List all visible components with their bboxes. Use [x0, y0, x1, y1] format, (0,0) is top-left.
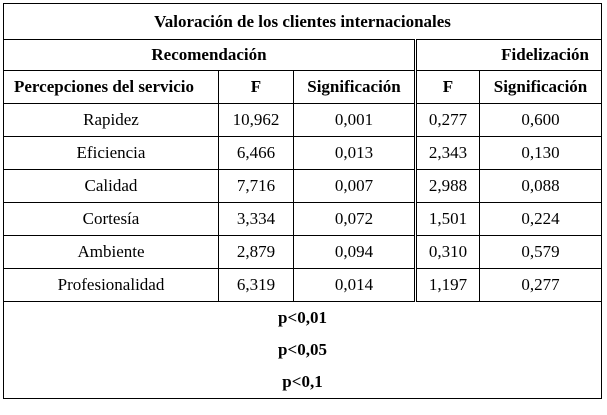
cell-f-fidelizacion: 1,197 — [414, 268, 480, 302]
group-header-row: Recomendación Fidelización — [3, 39, 602, 71]
cell-significacion-recomendacion: 0,007 — [293, 169, 416, 203]
cell-f-fidelizacion: 2,343 — [414, 136, 480, 170]
cell-f-recomendacion: 10,962 — [218, 103, 294, 137]
row-label: Calidad — [3, 169, 219, 203]
table-row: Calidad 7,716 0,007 2,988 0,088 — [3, 169, 602, 203]
cell-significacion-fidelizacion: 0,600 — [479, 103, 602, 137]
cell-f-fidelizacion: 1,501 — [414, 202, 480, 236]
cell-significacion-recomendacion: 0,013 — [293, 136, 416, 170]
column-header-row: Percepciones del servicio F Significació… — [3, 70, 602, 104]
cell-significacion-fidelizacion: 0,130 — [479, 136, 602, 170]
row-label: Rapidez — [3, 103, 219, 137]
table-title: Valoración de los clientes internacional… — [3, 3, 602, 40]
column-header-significacion-fidelizacion: Significación — [479, 70, 602, 104]
table-row: Cortesía 3,334 0,072 1,501 0,224 — [3, 202, 602, 236]
row-label: Ambiente — [3, 235, 219, 269]
cell-f-recomendacion: 7,716 — [218, 169, 294, 203]
footnote-significance-01: p<0,1 — [282, 372, 323, 391]
cell-f-recomendacion: 6,466 — [218, 136, 294, 170]
table-row: Profesionalidad 6,319 0,014 1,197 0,277 — [3, 268, 602, 302]
cell-significacion-recomendacion: 0,014 — [293, 268, 416, 302]
results-table: Valoración de los clientes internacional… — [3, 3, 602, 399]
title-row: Valoración de los clientes internacional… — [3, 3, 602, 40]
footnote-row: p<0,01 p<0,05 p<0,1 — [3, 301, 602, 399]
cell-significacion-fidelizacion: 0,224 — [479, 202, 602, 236]
cell-f-fidelizacion: 2,988 — [414, 169, 480, 203]
table-row: Eficiencia 6,466 0,013 2,343 0,130 — [3, 136, 602, 170]
table-row: Ambiente 2,879 0,094 0,310 0,579 — [3, 235, 602, 269]
column-header-f-fidelizacion: F — [414, 70, 480, 104]
footnote-significance-001: p<0,01 — [278, 308, 327, 327]
footnote-significance-005: p<0,05 — [278, 340, 327, 359]
table-row: Rapidez 10,962 0,001 0,277 0,600 — [3, 103, 602, 137]
column-header-percepciones: Percepciones del servicio — [3, 70, 219, 104]
column-header-significacion-recomendacion: Significación — [293, 70, 416, 104]
cell-f-recomendacion: 6,319 — [218, 268, 294, 302]
row-label: Cortesía — [3, 202, 219, 236]
column-header-f-recomendacion: F — [218, 70, 294, 104]
cell-f-recomendacion: 3,334 — [218, 202, 294, 236]
cell-f-recomendacion: 2,879 — [218, 235, 294, 269]
cell-significacion-recomendacion: 0,001 — [293, 103, 416, 137]
cell-significacion-fidelizacion: 0,088 — [479, 169, 602, 203]
row-label: Profesionalidad — [3, 268, 219, 302]
group-header-fidelizacion: Fidelización — [414, 39, 602, 71]
footnote-cell: p<0,01 p<0,05 p<0,1 — [3, 301, 602, 399]
cell-f-fidelizacion: 0,310 — [414, 235, 480, 269]
cell-significacion-fidelizacion: 0,277 — [479, 268, 602, 302]
cell-significacion-fidelizacion: 0,579 — [479, 235, 602, 269]
group-header-recomendacion: Recomendación — [3, 39, 416, 71]
cell-f-fidelizacion: 0,277 — [414, 103, 480, 137]
cell-significacion-recomendacion: 0,072 — [293, 202, 416, 236]
row-label: Eficiencia — [3, 136, 219, 170]
cell-significacion-recomendacion: 0,094 — [293, 235, 416, 269]
